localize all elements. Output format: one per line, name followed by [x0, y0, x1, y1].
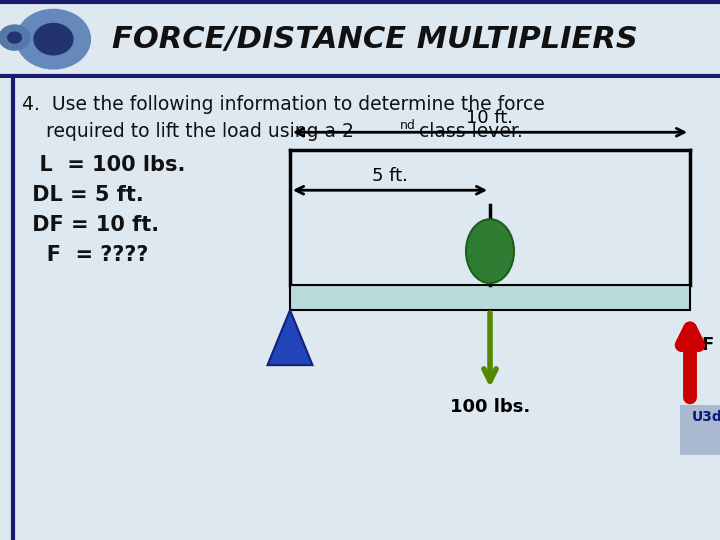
Text: 10 ft.: 10 ft. [467, 109, 513, 127]
Bar [680, 405, 720, 455]
Circle shape [17, 9, 91, 69]
Bar [290, 285, 690, 310]
Text: 4.  Use the following information to determine the force: 4. Use the following information to dete… [22, 95, 545, 114]
Text: L  = 100 lbs.: L = 100 lbs. [25, 156, 185, 176]
Circle shape [34, 23, 73, 55]
Circle shape [0, 25, 30, 50]
Text: F = ?: F = ? [702, 336, 720, 354]
Text: nd: nd [400, 119, 416, 132]
Text: FORCE/DISTANCE MULTIPLIERS: FORCE/DISTANCE MULTIPLIERS [112, 25, 637, 53]
Circle shape [8, 32, 22, 43]
Text: DF = 10 ft.: DF = 10 ft. [25, 215, 159, 235]
Text: class lever.: class lever. [413, 122, 523, 141]
Ellipse shape [466, 219, 514, 283]
Polygon shape [268, 310, 312, 365]
Text: required to lift the load using a 2: required to lift the load using a 2 [22, 122, 354, 141]
Text: U3d-L5: U3d-L5 [692, 410, 720, 424]
Text: F  = ????: F = ???? [25, 245, 148, 265]
Text: 5 ft.: 5 ft. [372, 167, 408, 185]
Text: DL = 5 ft.: DL = 5 ft. [25, 185, 144, 205]
Text: 100 lbs.: 100 lbs. [450, 398, 530, 416]
